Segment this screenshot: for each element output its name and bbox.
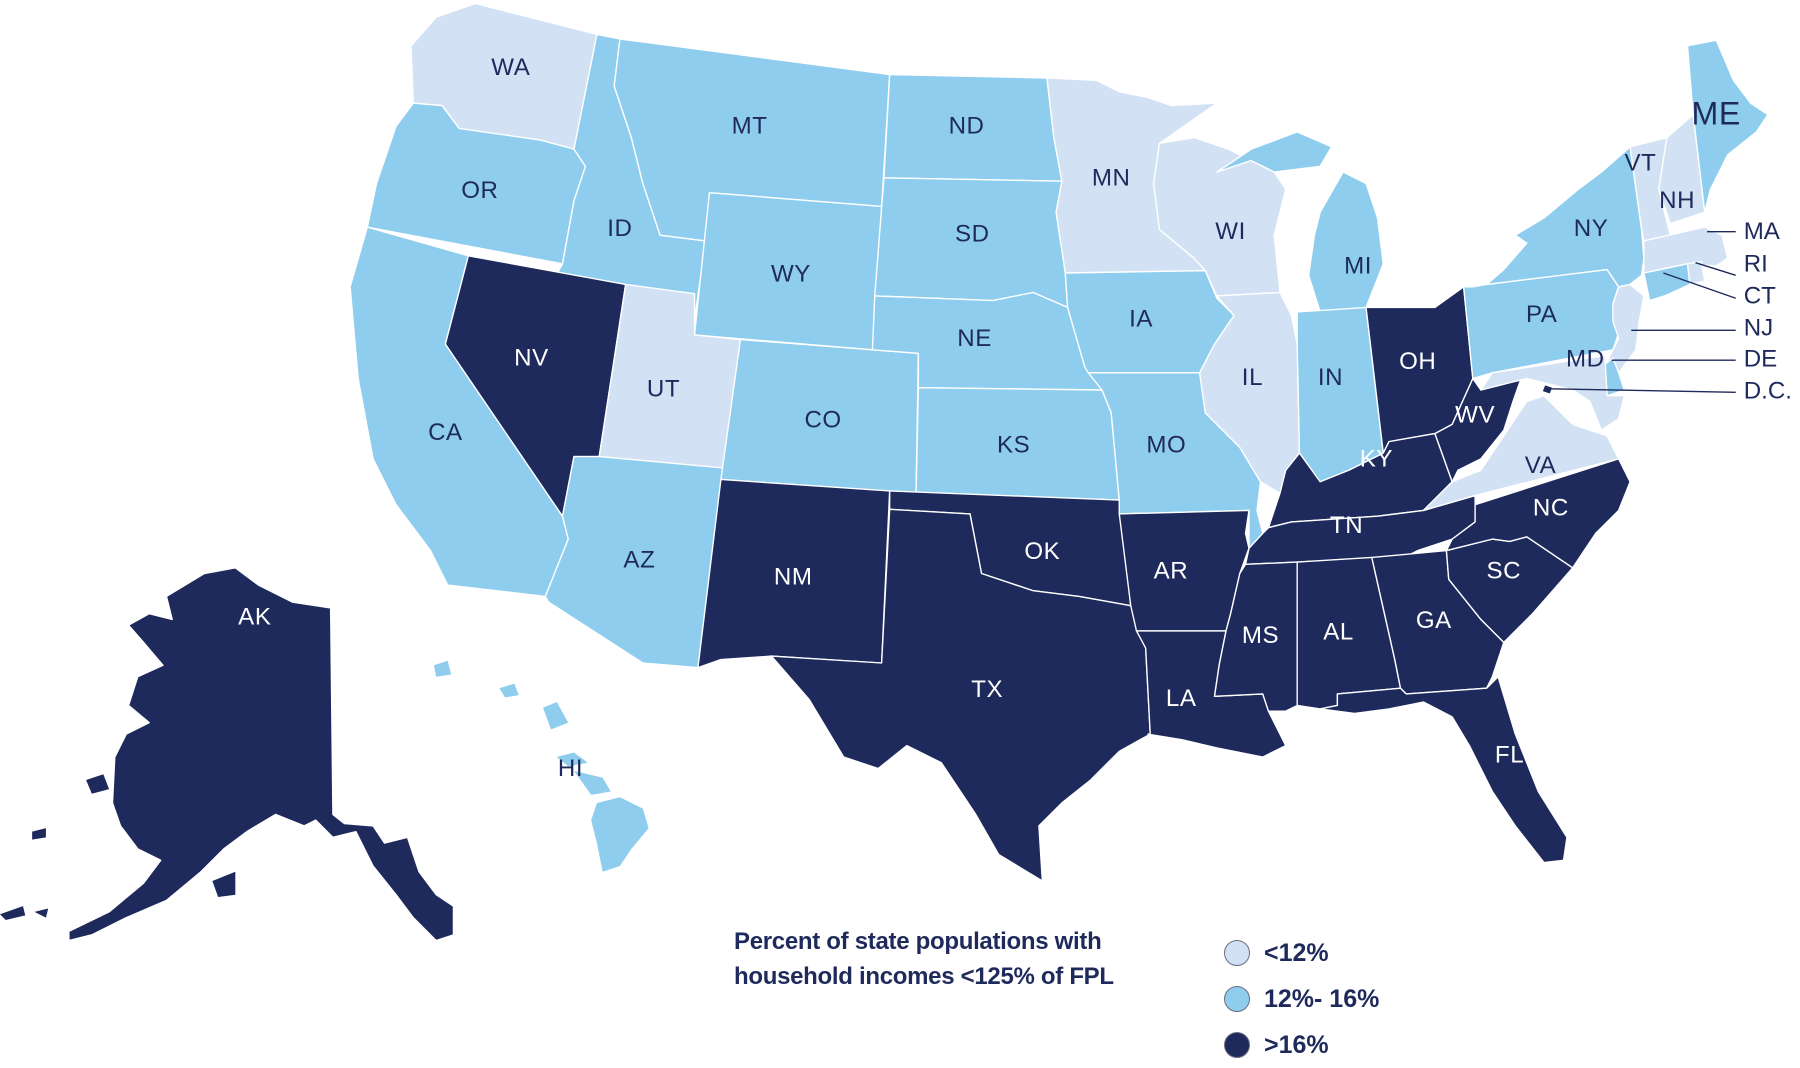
label-NY: NY <box>1574 215 1609 242</box>
state-WI[interactable] <box>1153 136 1287 297</box>
legend-title-line1: Percent of state populations with <box>734 928 1102 955</box>
label-FL: FL <box>1495 741 1524 768</box>
legend-label-mid: 12%- 16% <box>1264 984 1380 1013</box>
label-NE: NE <box>957 325 992 352</box>
label-NH: NH <box>1659 187 1695 214</box>
label-SD: SD <box>955 221 990 248</box>
label-ND: ND <box>949 113 985 140</box>
state-WV[interactable] <box>1434 377 1522 483</box>
leader-CT <box>1663 272 1736 299</box>
state-CT[interactable] <box>1643 263 1691 302</box>
legend-label-low: <12% <box>1264 938 1329 967</box>
leader-DC <box>1549 388 1736 393</box>
legend-item-high: >16% <box>1224 1022 1379 1068</box>
legend-swatch-mid-icon <box>1224 986 1250 1012</box>
label-OR: OR <box>461 177 498 204</box>
label-MS: MS <box>1242 622 1279 649</box>
label-ID: ID <box>607 215 632 242</box>
label-MT: MT <box>732 113 768 140</box>
label-AK: AK <box>238 604 271 631</box>
label-ME: ME <box>1692 95 1741 131</box>
leader-lines <box>1549 231 1736 393</box>
state-VA[interactable] <box>1422 395 1620 512</box>
label-MO: MO <box>1146 432 1186 459</box>
label-MD: MD <box>1566 346 1605 373</box>
label-DE: DE <box>1744 346 1777 373</box>
legend-item-mid: 12%- 16% <box>1224 976 1379 1022</box>
legend-item-low: <12% <box>1224 930 1379 976</box>
state-NY[interactable] <box>1485 146 1645 288</box>
label-WY: WY <box>771 261 811 288</box>
label-NC: NC <box>1533 495 1569 522</box>
label-TX: TX <box>971 676 1003 703</box>
label-SC: SC <box>1487 558 1522 585</box>
state-NC[interactable] <box>1445 458 1631 569</box>
external-labels: MA RI CT NJ DE D.C. <box>1744 218 1792 404</box>
label-WA: WA <box>491 54 530 81</box>
label-KY: KY <box>1360 445 1393 472</box>
state-FL[interactable] <box>1319 676 1568 864</box>
legend: <12% 12%- 16% >16% <box>1224 930 1379 1068</box>
leader-RI <box>1695 262 1736 276</box>
state-DC[interactable] <box>1542 385 1553 394</box>
label-IN: IN <box>1318 364 1343 391</box>
label-PA: PA <box>1526 301 1558 328</box>
state-AK[interactable] <box>68 567 455 942</box>
label-VT: VT <box>1624 149 1656 176</box>
label-WV: WV <box>1455 402 1495 429</box>
label-MI: MI <box>1344 253 1372 280</box>
label-NJ: NJ <box>1744 315 1773 342</box>
label-KS: KS <box>997 432 1030 459</box>
label-HI: HI <box>558 755 583 782</box>
label-IL: IL <box>1242 364 1263 391</box>
label-CT: CT <box>1744 282 1776 309</box>
label-OK: OK <box>1024 538 1060 565</box>
state-IL[interactable] <box>1198 291 1301 494</box>
state-HI[interactable] <box>433 660 649 872</box>
state-MI[interactable] <box>1216 131 1384 313</box>
label-DC: D.C. <box>1744 378 1792 405</box>
label-AL: AL <box>1323 619 1354 646</box>
label-LA: LA <box>1166 685 1197 712</box>
state-ME[interactable] <box>1686 39 1769 213</box>
label-WI: WI <box>1215 218 1246 245</box>
legend-title: Percent of state populations with househ… <box>734 924 1194 994</box>
state-NH[interactable] <box>1658 114 1706 225</box>
legend-swatch-low-icon <box>1224 940 1250 966</box>
state-MD[interactable] <box>1480 354 1626 431</box>
label-NV: NV <box>514 344 549 371</box>
state-TN[interactable] <box>1244 494 1476 566</box>
label-CA: CA <box>428 419 463 446</box>
label-NM: NM <box>774 563 813 590</box>
state-TX[interactable] <box>770 508 1151 882</box>
label-CO: CO <box>804 406 841 433</box>
label-GA: GA <box>1416 607 1452 634</box>
legend-label-high: >16% <box>1264 1030 1329 1059</box>
label-RI: RI <box>1744 250 1768 277</box>
label-VA: VA <box>1525 452 1557 479</box>
label-MA: MA <box>1744 218 1781 245</box>
label-UT: UT <box>647 375 680 402</box>
label-AR: AR <box>1154 558 1189 585</box>
label-AZ: AZ <box>623 546 655 573</box>
legend-title-line2: household incomes <125% of FPL <box>734 963 1114 990</box>
state-labels: WA OR CA ID NV MT WY UT AZ CO NM ND SD N… <box>238 54 1741 782</box>
label-OH: OH <box>1399 348 1436 375</box>
legend-swatch-high-icon <box>1224 1032 1250 1058</box>
label-MN: MN <box>1092 164 1131 191</box>
label-TN: TN <box>1330 512 1363 539</box>
label-IA: IA <box>1129 305 1153 332</box>
